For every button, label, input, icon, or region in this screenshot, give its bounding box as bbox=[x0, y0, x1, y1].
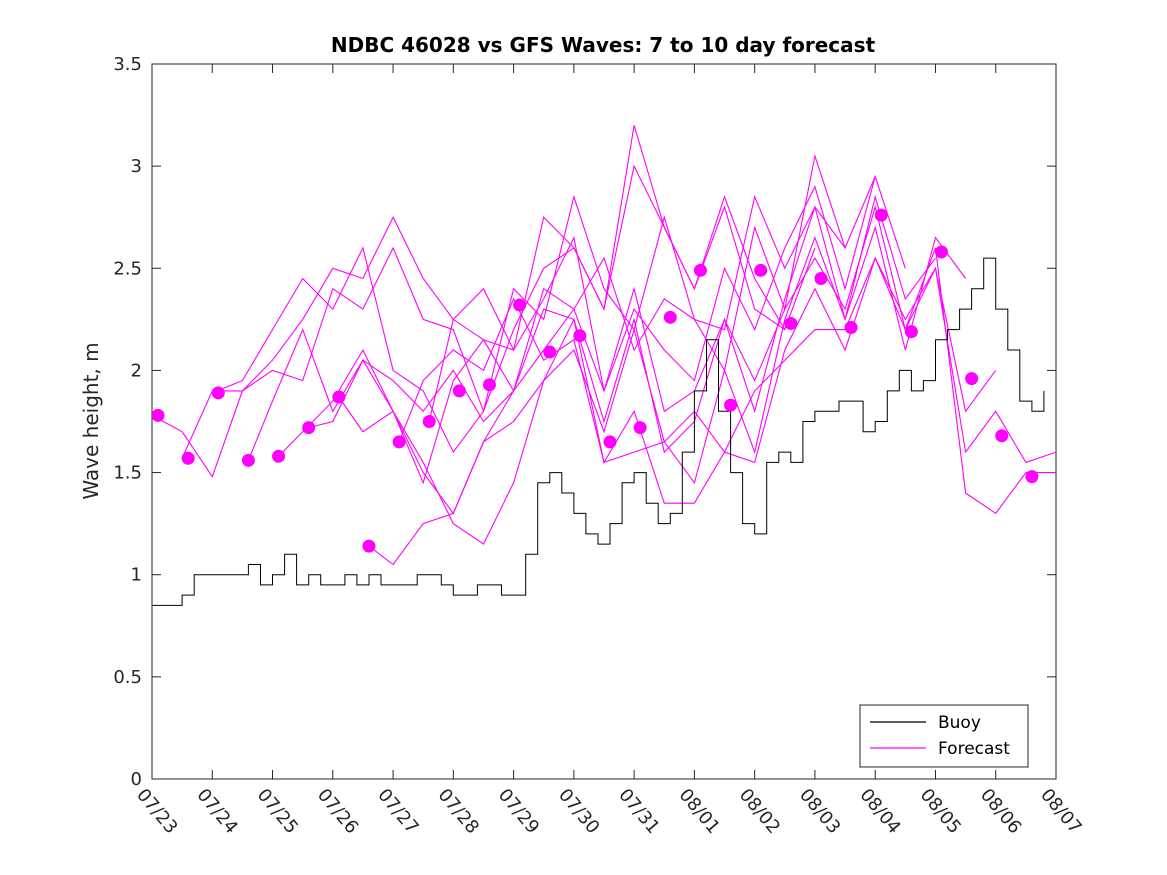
x-tick-label: 08/07 bbox=[1036, 785, 1085, 838]
buoy-line bbox=[152, 257, 1045, 606]
forecast-marker bbox=[904, 325, 918, 339]
x-tick-label: 08/05 bbox=[916, 785, 965, 838]
forecast-line bbox=[278, 174, 906, 485]
forecast-marker bbox=[1025, 470, 1039, 484]
x-tick-label: 07/31 bbox=[614, 785, 663, 838]
y-tick-label: 1.5 bbox=[113, 463, 142, 484]
forecast-marker bbox=[422, 415, 436, 428]
forecast-marker bbox=[724, 398, 738, 412]
x-tick-label: 08/02 bbox=[735, 785, 784, 838]
y-axis-title: Wave height, m bbox=[79, 342, 103, 499]
y-tick-label: 3.5 bbox=[113, 54, 142, 75]
x-tick-label: 07/29 bbox=[494, 785, 543, 838]
x-tick-label: 08/04 bbox=[855, 785, 904, 838]
forecast-line bbox=[338, 225, 967, 545]
forecast-marker bbox=[211, 386, 225, 400]
y-tick-label: 1 bbox=[131, 565, 142, 586]
y-tick-label: 2.5 bbox=[113, 258, 142, 279]
x-tick-label: 07/28 bbox=[434, 785, 483, 838]
series-group bbox=[152, 125, 1056, 606]
x-tick-label: 07/26 bbox=[313, 785, 362, 838]
forecast-marker bbox=[241, 453, 255, 467]
forecast-marker bbox=[302, 421, 316, 435]
forecast-marker bbox=[452, 384, 466, 398]
forecast-marker bbox=[965, 372, 979, 386]
forecast-marker bbox=[995, 429, 1009, 443]
forecast-marker bbox=[392, 435, 406, 449]
legend: Buoy Forecast bbox=[859, 704, 1029, 768]
chart-title: NDBC 46028 vs GFS Waves: 7 to 10 day for… bbox=[331, 33, 876, 57]
legend-box bbox=[859, 704, 1029, 768]
forecast-line bbox=[308, 194, 936, 515]
forecast-marker bbox=[663, 310, 677, 324]
legend-label: Buoy bbox=[938, 713, 981, 733]
plot-area: 00.511.522.533.507/23 07/24 07/25 07/26 07/2… bbox=[113, 54, 1085, 838]
y-tick-label: 2 bbox=[131, 360, 142, 381]
forecast-line bbox=[368, 256, 997, 566]
forecast-line bbox=[428, 204, 1056, 515]
forecast-marker bbox=[844, 321, 858, 335]
forecast-marker bbox=[513, 298, 527, 312]
forecast-marker bbox=[784, 316, 798, 330]
forecast-marker bbox=[573, 329, 587, 343]
x-tick-label: 07/23 bbox=[132, 785, 181, 838]
legend-label: Forecast bbox=[938, 739, 1010, 759]
forecast-marker bbox=[693, 263, 707, 277]
forecast-line bbox=[247, 153, 876, 461]
forecast-marker bbox=[362, 539, 376, 553]
forecast-marker bbox=[754, 263, 768, 277]
forecast-marker bbox=[181, 451, 195, 465]
x-tick-label: 08/03 bbox=[795, 785, 844, 838]
forecast-line bbox=[212, 194, 846, 454]
y-tick-label: 0 bbox=[131, 769, 142, 790]
forecast-marker bbox=[543, 345, 557, 359]
forecast-marker bbox=[332, 390, 346, 404]
x-tick-label: 07/30 bbox=[554, 785, 603, 838]
forecast-marker bbox=[482, 378, 496, 392]
y-tick-label: 3 bbox=[131, 156, 142, 177]
forecast-marker bbox=[603, 435, 617, 449]
forecast-marker bbox=[874, 208, 888, 222]
x-tick-label: 07/25 bbox=[253, 785, 302, 838]
forecast-marker bbox=[934, 245, 948, 259]
y-tick-label: 0.5 bbox=[113, 667, 142, 688]
forecast-marker bbox=[152, 408, 165, 422]
forecast-marker bbox=[814, 272, 828, 285]
x-tick-label: 08/06 bbox=[976, 785, 1025, 838]
forecast-marker bbox=[272, 449, 286, 463]
x-tick-label: 07/27 bbox=[373, 785, 422, 838]
forecast-marker bbox=[633, 421, 647, 435]
x-tick-label: 07/24 bbox=[192, 785, 241, 838]
x-tick-label: 08/01 bbox=[675, 785, 724, 838]
forecast-line bbox=[181, 164, 816, 459]
